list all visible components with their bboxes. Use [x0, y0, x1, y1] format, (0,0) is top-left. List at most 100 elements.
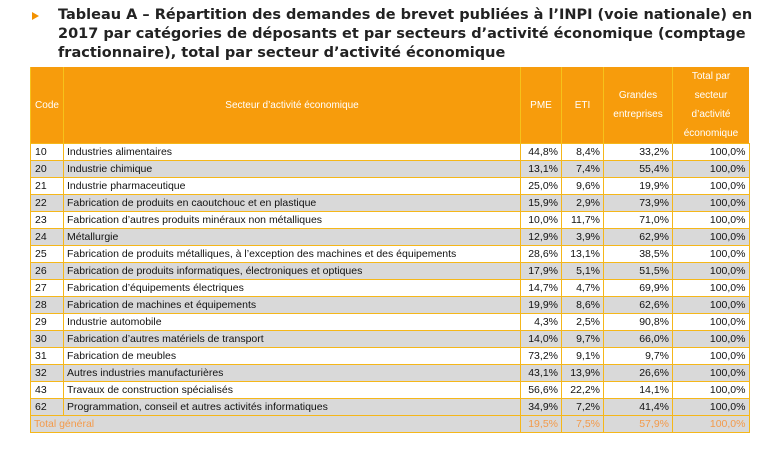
cell-sector: Industrie automobile [63, 313, 521, 331]
cell-pme: 14,0% [520, 330, 562, 348]
cell-code: 21 [30, 177, 64, 195]
cell-grandes: 71,0% [603, 211, 673, 229]
cell-code: 43 [30, 381, 64, 399]
cell-pme: 19,9% [520, 296, 562, 314]
cell-eti: 9,1% [561, 347, 604, 365]
cell-sector: Fabrication de meubles [63, 347, 521, 365]
cell-eti: 5,1% [561, 262, 604, 280]
cell-grandes: 9,7% [603, 347, 673, 365]
cell-total: 100,0% [672, 313, 750, 331]
cell-sector: Fabrication de produits métalliques, à l… [63, 245, 521, 263]
cell-pme: 10,0% [520, 211, 562, 229]
header-pme: PME [520, 67, 562, 144]
cell-sector: Fabrication de produits en caoutchouc et… [63, 194, 521, 212]
cell-grandes: 62,9% [603, 228, 673, 246]
cell-total: 100,0% [672, 330, 750, 348]
cell-grandes: 51,5% [603, 262, 673, 280]
cell-code: 29 [30, 313, 64, 331]
header-total: Total par secteur d’activité économique [672, 67, 749, 144]
header-eti: ETI [561, 67, 604, 144]
cell-code: 25 [30, 245, 64, 263]
table-row: 21 Industrie pharmaceutique 25,0% 9,6% 19,9%… [30, 177, 750, 195]
cell-sector: Fabrication d’équipements électriques [63, 279, 521, 297]
cell-total: 100,0% [672, 381, 750, 399]
cell-code: 32 [30, 364, 64, 382]
cell-code: 30 [30, 330, 64, 348]
table-title: Tableau A – Répartition des demandes de … [58, 7, 753, 61]
cell-eti: 2,5% [561, 313, 604, 331]
cell-eti: 3,9% [561, 228, 604, 246]
cell-pme: 44,8% [520, 143, 562, 161]
table-row: 24 Métallurgie 12,9% 3,9% 62,9% 100,0% [30, 228, 750, 246]
table-row: 32 Autres industries manufacturières 43,1%… [30, 364, 750, 382]
total-cell: 100,0% [672, 415, 750, 433]
cell-code: 22 [30, 194, 64, 212]
cell-total: 100,0% [672, 160, 750, 178]
cell-pme: 43,1% [520, 364, 562, 382]
cell-sector: Fabrication d’autres produits minéraux n… [63, 211, 521, 229]
header-grandes: Grandes entreprises [603, 67, 673, 144]
cell-code: 23 [30, 211, 64, 229]
cell-code: 27 [30, 279, 64, 297]
cell-eti: 2,9% [561, 194, 604, 212]
total-cell: 57,9% [603, 415, 673, 433]
cell-total: 100,0% [672, 364, 750, 382]
table-row: 29 Industrie automobile 4,3% 2,5% 90,8% 100,0… [30, 313, 750, 331]
cell-code: 20 [30, 160, 64, 178]
cell-total: 100,0% [672, 194, 750, 212]
cell-total: 100,0% [672, 398, 750, 416]
cell-sector: Industrie chimique [63, 160, 521, 178]
cell-pme: 12,9% [520, 228, 562, 246]
cell-sector: Industries alimentaires [63, 143, 521, 161]
cell-code: 62 [30, 398, 64, 416]
cell-total: 100,0% [672, 262, 750, 280]
cell-grandes: 26,6% [603, 364, 673, 382]
bullet-triangle-icon [32, 12, 39, 20]
table-row: 30 Fabrication d’autres matériels de tran… [30, 330, 750, 348]
cell-code: 24 [30, 228, 64, 246]
table-row: 20 Industrie chimique 13,1% 7,4% 55,4% 100,0% [30, 160, 750, 178]
cell-pme: 56,6% [520, 381, 562, 399]
cell-grandes: 38,5% [603, 245, 673, 263]
table-row: 62 Programmation, conseil et autres activ… [30, 398, 750, 416]
cell-pme: 25,0% [520, 177, 562, 195]
table-row: 22 Fabrication de produits en caoutchouc … [30, 194, 750, 212]
cell-pme: 34,9% [520, 398, 562, 416]
cell-eti: 13,9% [561, 364, 604, 382]
cell-eti: 8,6% [561, 296, 604, 314]
cell-grandes: 62,6% [603, 296, 673, 314]
table-row: 28 Fabrication de machines et équipements… [30, 296, 750, 314]
cell-grandes: 41,4% [603, 398, 673, 416]
cell-grandes: 69,9% [603, 279, 673, 297]
header-code: Code [30, 67, 64, 144]
cell-code: 26 [30, 262, 64, 280]
cell-total: 100,0% [672, 347, 750, 365]
data-table: Code Secteur d’activité économique PME E… [30, 67, 750, 433]
cell-pme: 28,6% [520, 245, 562, 263]
total-cell: 7,5% [561, 415, 604, 433]
cell-code: 31 [30, 347, 64, 365]
cell-eti: 22,2% [561, 381, 604, 399]
cell-sector: Industrie pharmaceutique [63, 177, 521, 195]
cell-sector: Fabrication d’autres matériels de transp… [63, 330, 521, 348]
cell-grandes: 66,0% [603, 330, 673, 348]
cell-sector: Programmation, conseil et autres activit… [63, 398, 521, 416]
cell-grandes: 14,1% [603, 381, 673, 399]
cell-code: 28 [30, 296, 64, 314]
cell-grandes: 55,4% [603, 160, 673, 178]
table-row: 31 Fabrication de meubles 73,2% 9,1% 9,7% 100… [30, 347, 750, 365]
cell-eti: 11,7% [561, 211, 604, 229]
table-row: 27 Fabrication d’équipements électriques 1… [30, 279, 750, 297]
total-row: Total général 19,5% 7,5% 57,9% 100,0% [30, 415, 750, 433]
cell-pme: 73,2% [520, 347, 562, 365]
cell-pme: 13,1% [520, 160, 562, 178]
cell-pme: 15,9% [520, 194, 562, 212]
cell-eti: 4,7% [561, 279, 604, 297]
cell-total: 100,0% [672, 228, 750, 246]
cell-total: 100,0% [672, 211, 750, 229]
cell-sector: Autres industries manufacturières [63, 364, 521, 382]
cell-grandes: 90,8% [603, 313, 673, 331]
cell-sector: Fabrication de machines et équipements [63, 296, 521, 314]
table-row: 25 Fabrication de produits métalliques, à… [30, 245, 750, 263]
cell-total: 100,0% [672, 245, 750, 263]
